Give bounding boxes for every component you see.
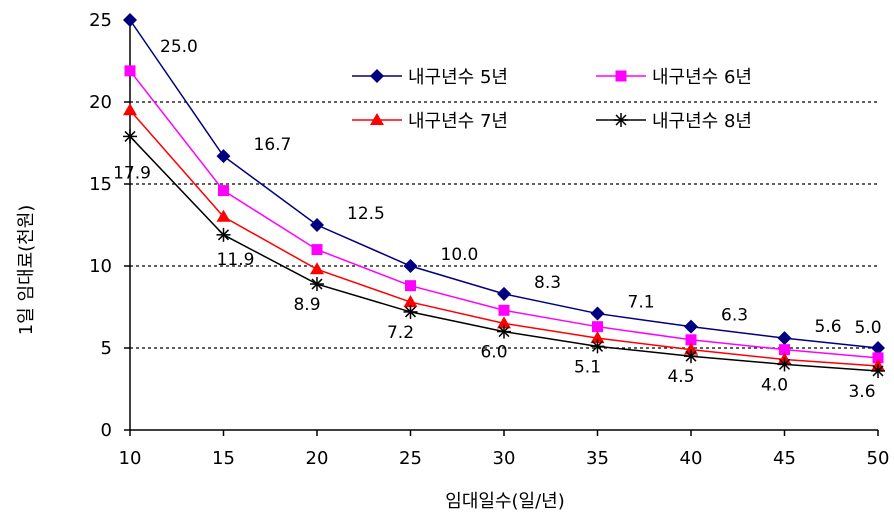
series-group (123, 13, 885, 378)
series-4-point-50 (871, 363, 885, 378)
legend-marker (615, 70, 627, 82)
legend-marker (370, 69, 384, 83)
legend-label-4: 내구년수 8년 (652, 111, 752, 132)
x-tick-label-30: 30 (493, 448, 516, 469)
star-stroke (778, 358, 791, 370)
series-4-point-45 (777, 357, 792, 372)
series-1-point-30 (497, 286, 511, 301)
legend-marker (370, 113, 384, 125)
legend-item-3: 내구년수 7년 (352, 111, 508, 132)
legend-label-3: 내구년수 7년 (408, 111, 508, 132)
series-1-point-45 (777, 331, 792, 346)
data-label-s4-45: 4.0 (761, 375, 788, 395)
series-1-point-35 (590, 306, 605, 321)
series-3-point-30 (497, 316, 511, 329)
data-label-s4-35: 5.1 (574, 357, 601, 377)
data-label-s1-45: 5.6 (815, 317, 842, 337)
data-label-s4-25: 7.2 (387, 323, 414, 343)
series-2-point-40 (685, 334, 697, 346)
series-4-point-30 (497, 324, 511, 339)
series-2-point-35 (592, 321, 603, 333)
data-label-s1-20: 12.5 (347, 204, 385, 224)
data-label-s1-15: 16.7 (254, 135, 292, 155)
series-4-point-25 (403, 304, 418, 319)
series-3-point-35 (590, 331, 605, 344)
star-stroke (124, 130, 136, 142)
legend-label-1: 내구년수 5년 (408, 67, 508, 88)
star-stroke (615, 114, 627, 126)
data-label-s4-30: 6.0 (480, 343, 507, 363)
series-4-point-35 (590, 339, 605, 354)
data-label-s4-20: 8.9 (293, 295, 320, 315)
x-tick-label-40: 40 (680, 448, 703, 469)
star-stroke (404, 306, 417, 318)
series-4-point-10 (123, 129, 137, 144)
x-tick-label-35: 35 (586, 448, 609, 469)
legend-item-1: 내구년수 5년 (352, 67, 508, 88)
series-3-point-10 (123, 103, 137, 116)
data-label-s1-10: 25.0 (160, 37, 198, 57)
series-1-point-50 (871, 341, 885, 355)
series-4-point-20 (310, 277, 324, 292)
series-3-point-15 (216, 209, 231, 222)
y-tick-label-20: 20 (89, 92, 112, 113)
data-label-s4-15: 11.9 (217, 250, 255, 270)
star-stroke (591, 340, 604, 352)
x-tick-label-20: 20 (306, 448, 329, 469)
series-1-point-40 (684, 319, 698, 334)
series-2-point-20 (311, 244, 323, 256)
data-label-s1-50: 5.0 (854, 318, 881, 338)
axes: 0 5 10 15 20 25 10 15 20 25 30 35 40 45 50 (89, 10, 889, 469)
star-stroke (217, 229, 230, 241)
star-stroke (685, 350, 697, 362)
star-stroke (498, 326, 510, 338)
x-tick-label-45: 45 (773, 448, 796, 469)
gridlines (130, 101, 878, 349)
x-tick-label-50: 50 (867, 448, 890, 469)
x-axis-title: 임대일수(일/년) (445, 491, 564, 512)
series-1-point-20 (310, 218, 324, 232)
series-3-point-20 (310, 262, 324, 275)
y-tick-label-5: 5 (101, 338, 112, 359)
legend-item-4: 내구년수 8년 (596, 111, 752, 132)
series-2-point-50 (872, 352, 884, 364)
y-tick-label-10: 10 (89, 256, 112, 277)
series-1-point-10 (123, 13, 137, 27)
series-2-point-30 (498, 304, 510, 316)
data-labels: 25.0 16.7 12.5 10.0 8.3 7.1 6.3 5.6 5.0 17.9 11.9 8… (113, 37, 881, 402)
legend-label-2: 내구년수 6년 (652, 67, 752, 88)
x-tick-label-15: 15 (212, 448, 235, 469)
data-label-s4-50: 3.6 (848, 382, 875, 402)
x-tick-label-25: 25 (399, 448, 422, 469)
series-1-point-15 (216, 149, 231, 164)
y-tick-label-0: 0 (101, 420, 112, 441)
series-4-point-15 (216, 227, 231, 242)
data-label-s1-30: 8.3 (534, 273, 561, 293)
data-label-s1-25: 10.0 (441, 245, 479, 265)
star-stroke (872, 365, 884, 377)
series-2-point-15 (218, 185, 229, 197)
series-1-point-25 (403, 259, 418, 273)
star-stroke (311, 278, 323, 290)
series-2-point-10 (124, 65, 136, 77)
x-tick-label-10: 10 (119, 448, 142, 469)
series-2-point-45 (779, 344, 790, 356)
legend-marker (614, 113, 628, 127)
series-3-point-25 (403, 295, 418, 308)
data-label-s1-40: 6.3 (721, 306, 748, 326)
series-2-point-25 (405, 280, 416, 292)
y-tick-label-25: 25 (89, 10, 112, 31)
series-4-point-40 (684, 349, 698, 364)
y-axis-title: 1일 임대료(천원) (16, 205, 37, 336)
data-label-s4-10: 17.9 (113, 163, 151, 183)
data-label-s1-35: 7.1 (628, 293, 655, 313)
data-label-s4-40: 4.5 (667, 367, 694, 387)
legend-item-2: 내구년수 6년 (596, 67, 752, 88)
y-tick-label-15: 15 (89, 174, 112, 195)
